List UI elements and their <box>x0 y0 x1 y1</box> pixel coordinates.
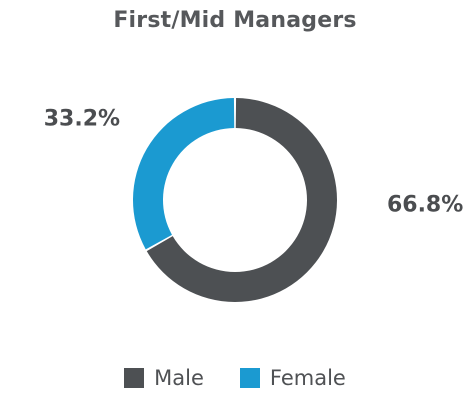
legend-label-male: Male <box>154 366 204 390</box>
legend-item-female: Female <box>239 366 346 390</box>
chart-title: First/Mid Managers <box>113 8 357 33</box>
data-label-female: 33.2% <box>44 106 120 131</box>
data-label-male: 66.8% <box>387 192 463 217</box>
donut-slice-male <box>146 98 337 302</box>
legend-swatch-male <box>124 368 145 388</box>
legend-item-male: Male <box>124 366 204 390</box>
donut-slice-female <box>132 98 235 250</box>
chart-legend: Male Female <box>0 366 470 390</box>
legend-label-female: Female <box>269 366 346 390</box>
legend-swatch-female <box>239 368 260 388</box>
